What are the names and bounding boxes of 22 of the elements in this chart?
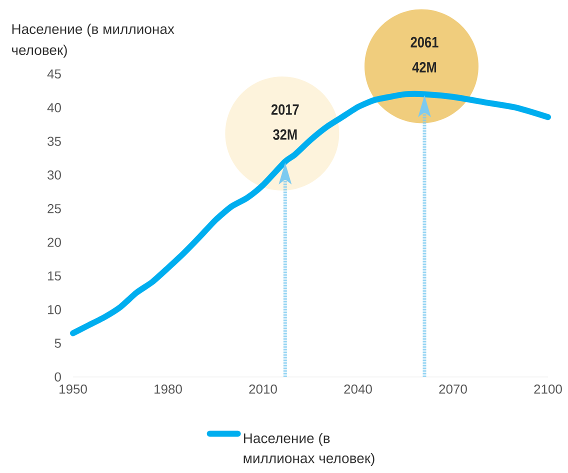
- annotation: 32M: [273, 129, 297, 140]
- y-tick-label: 0: [54, 372, 61, 382]
- text: 2061: [410, 36, 438, 48]
- y-tick-label: 40: [47, 103, 61, 112]
- x-tick-label: 1980: [154, 384, 182, 394]
- x-tick-label: 2070: [439, 384, 467, 394]
- x-tick-label: 2010: [249, 384, 277, 394]
- y-tick-label: 45: [47, 69, 61, 79]
- annotation: 2017: [271, 104, 299, 115]
- y-tick-label: 10: [48, 305, 61, 314]
- y-tick-label: 30: [48, 170, 61, 180]
- legend-label: Население (в миллионах человек): [244, 432, 374, 466]
- x-tick-label: 2040: [344, 384, 372, 394]
- x-tick-label: 2100: [534, 384, 562, 394]
- y-tick-label: 25: [48, 204, 61, 214]
- text: 42M: [412, 62, 436, 72]
- y-tick-label: 20: [48, 238, 61, 247]
- y-tick-label: 5: [54, 338, 61, 348]
- y-tick-label: 15: [48, 271, 61, 281]
- y-tick-label: 35: [48, 136, 61, 146]
- y-axis-title: Население (в миллионах человек): [12, 24, 174, 58]
- x-tick-label: 1950: [60, 384, 87, 394]
